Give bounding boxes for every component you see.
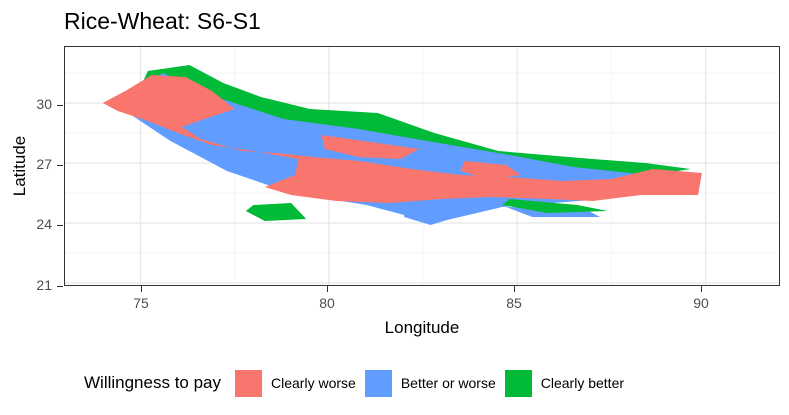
x-tick-label: 75	[133, 295, 149, 311]
y-tick-label: 30	[36, 96, 52, 112]
map-region-clearly-worse	[460, 161, 521, 179]
legend-key-better-or-worse: Better or worse	[364, 369, 496, 397]
y-tick-mark	[57, 165, 63, 166]
legend-label: Clearly worse	[271, 375, 356, 391]
map-region-clearly-worse	[102, 75, 702, 203]
legend-label: Clearly better	[540, 375, 625, 391]
y-tick-label: 24	[36, 216, 52, 232]
x-tick-label: 80	[319, 295, 335, 311]
x-tick-mark	[514, 286, 515, 292]
x-tick-mark	[141, 286, 142, 292]
x-tick-label: 90	[693, 295, 709, 311]
legend-title: Willingness to pay	[84, 373, 222, 392]
map-panel	[64, 46, 780, 286]
map-region-clearly-better	[245, 203, 307, 221]
map-region-clearly-worse	[321, 135, 420, 159]
x-axis-label: Longitude	[384, 318, 460, 337]
map-region-better-or-worse	[404, 205, 465, 225]
legend-swatch	[504, 369, 532, 397]
legend-key-clearly-worse: Clearly worse	[235, 369, 356, 397]
legend-key-clearly-better: Clearly better	[504, 369, 625, 397]
chart-title: Rice-Wheat: S6-S1	[64, 8, 261, 34]
legend-swatch	[235, 369, 263, 397]
map-canvas	[65, 47, 779, 285]
x-tick-label: 85	[506, 295, 522, 311]
y-tick-mark	[57, 286, 63, 287]
x-tick-mark	[327, 286, 328, 292]
y-tick-label: 21	[36, 277, 52, 293]
map-region-clearly-better	[502, 199, 608, 213]
legend-swatch	[364, 369, 392, 397]
y-tick-mark	[57, 225, 63, 226]
legend: Willingness to pay Clearly worse Better …	[84, 366, 633, 400]
y-tick-mark	[57, 105, 63, 106]
x-tick-mark	[701, 286, 702, 292]
y-tick-label: 27	[36, 156, 52, 172]
legend-label: Better or worse	[400, 375, 496, 391]
